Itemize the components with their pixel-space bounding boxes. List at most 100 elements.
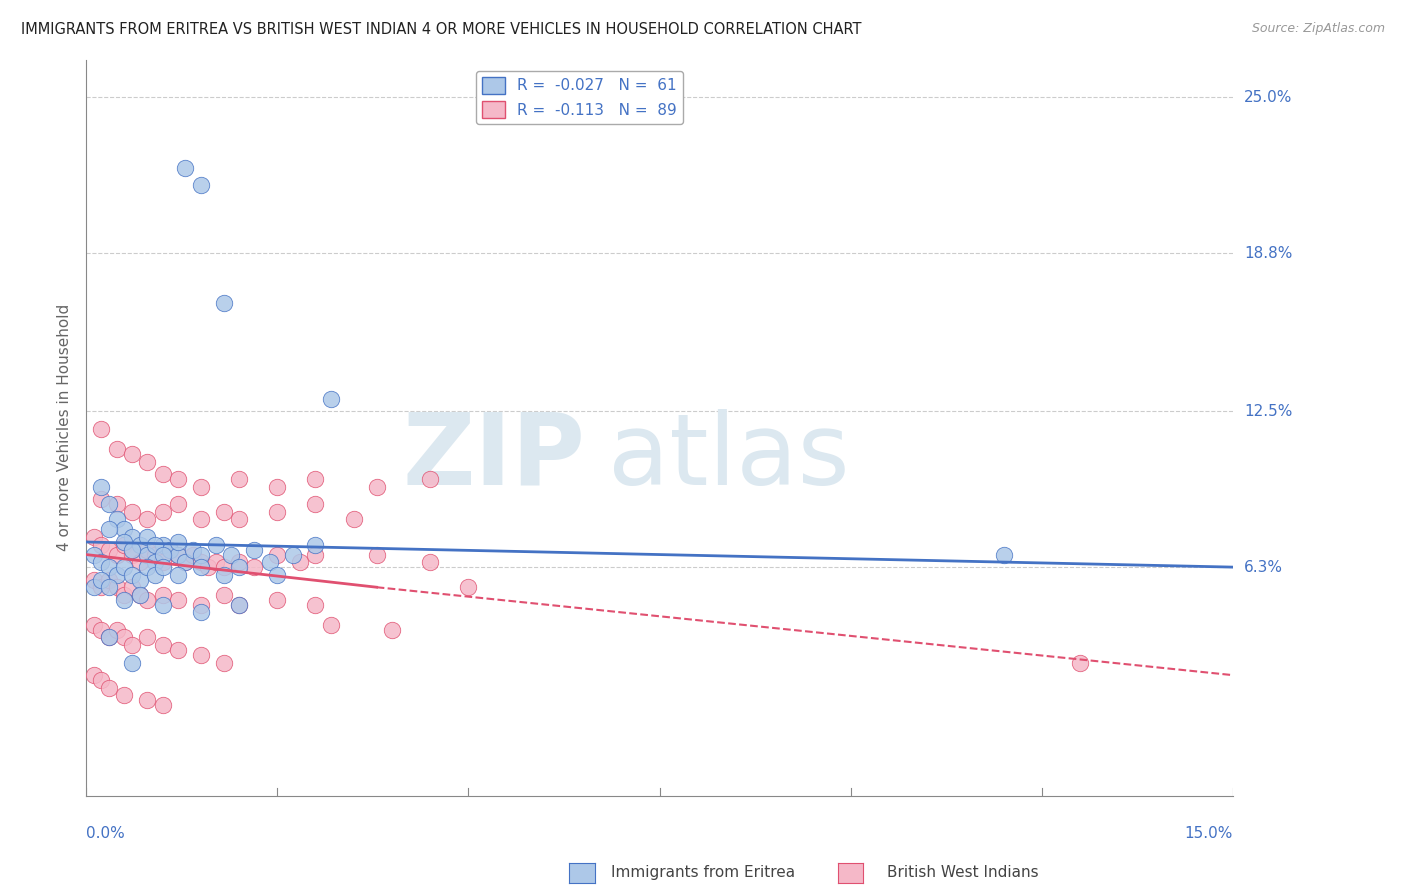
- Point: [98, 631, 121, 645]
- Point: [266, 505, 288, 519]
- Point: [228, 555, 250, 569]
- Point: [128, 573, 150, 587]
- Point: [121, 505, 143, 519]
- Point: [105, 567, 128, 582]
- Point: [1069, 656, 1091, 670]
- Point: [190, 648, 212, 662]
- Point: [190, 598, 212, 612]
- Legend: R =  -0.027   N =  61, R =  -0.113   N =  89: R = -0.027 N = 61, R = -0.113 N = 89: [475, 71, 683, 124]
- Point: [190, 560, 212, 574]
- Point: [190, 555, 212, 569]
- Point: [90, 422, 112, 436]
- Point: [105, 442, 128, 456]
- Y-axis label: 4 or more Vehicles in Household: 4 or more Vehicles in Household: [58, 304, 72, 551]
- Point: [152, 467, 174, 482]
- Point: [212, 560, 235, 574]
- Point: [90, 573, 112, 587]
- Point: [228, 560, 250, 574]
- Point: [197, 560, 219, 574]
- Point: [319, 392, 342, 406]
- Point: [112, 592, 135, 607]
- Point: [83, 668, 105, 682]
- Point: [98, 573, 121, 587]
- Point: [304, 598, 326, 612]
- Point: [83, 573, 105, 587]
- Point: [181, 548, 204, 562]
- Point: [136, 512, 159, 526]
- Text: 18.8%: 18.8%: [1244, 245, 1292, 260]
- Point: [143, 537, 166, 551]
- Point: [212, 567, 235, 582]
- Text: 15.0%: 15.0%: [1185, 826, 1233, 841]
- Point: [90, 673, 112, 688]
- Point: [121, 447, 143, 461]
- Point: [304, 537, 326, 551]
- Point: [166, 535, 188, 549]
- Point: [993, 548, 1015, 562]
- Point: [136, 631, 159, 645]
- Point: [98, 631, 121, 645]
- Point: [112, 631, 135, 645]
- Point: [159, 542, 181, 557]
- Point: [228, 472, 250, 486]
- Point: [105, 512, 128, 526]
- Point: [152, 588, 174, 602]
- Point: [128, 537, 150, 551]
- Point: [381, 623, 404, 637]
- Point: [128, 588, 150, 602]
- Point: [166, 548, 188, 562]
- Point: [152, 548, 174, 562]
- Point: [136, 693, 159, 707]
- Point: [212, 296, 235, 310]
- Text: Immigrants from Eritrea: Immigrants from Eritrea: [612, 865, 794, 880]
- Point: [98, 560, 121, 574]
- Text: ZIP: ZIP: [402, 409, 585, 506]
- Text: IMMIGRANTS FROM ERITREA VS BRITISH WEST INDIAN 4 OR MORE VEHICLES IN HOUSEHOLD C: IMMIGRANTS FROM ERITREA VS BRITISH WEST …: [21, 22, 862, 37]
- Point: [159, 542, 181, 557]
- Point: [212, 505, 235, 519]
- Point: [205, 537, 228, 551]
- Point: [121, 580, 143, 594]
- Point: [190, 178, 212, 193]
- Point: [190, 548, 212, 562]
- Point: [105, 548, 128, 562]
- Point: [228, 598, 250, 612]
- Point: [83, 548, 105, 562]
- Point: [343, 512, 366, 526]
- Point: [457, 580, 479, 594]
- Point: [121, 638, 143, 652]
- Point: [136, 542, 159, 557]
- Point: [266, 567, 288, 582]
- Point: [98, 681, 121, 695]
- Point: [304, 497, 326, 511]
- Point: [152, 560, 174, 574]
- Point: [98, 580, 121, 594]
- Point: [121, 548, 143, 562]
- Point: [266, 592, 288, 607]
- Point: [136, 548, 159, 562]
- Point: [152, 698, 174, 713]
- Point: [266, 480, 288, 494]
- Point: [419, 472, 441, 486]
- Point: [128, 588, 150, 602]
- Text: 25.0%: 25.0%: [1244, 90, 1292, 104]
- Point: [174, 555, 197, 569]
- Point: [205, 555, 228, 569]
- Point: [121, 542, 143, 557]
- Point: [112, 535, 135, 549]
- Point: [366, 548, 388, 562]
- Point: [243, 542, 266, 557]
- Point: [281, 548, 304, 562]
- Point: [136, 592, 159, 607]
- Point: [174, 555, 197, 569]
- Point: [90, 480, 112, 494]
- Point: [136, 454, 159, 468]
- Point: [90, 623, 112, 637]
- Point: [90, 580, 112, 594]
- Point: [304, 472, 326, 486]
- Point: [419, 555, 441, 569]
- Point: [166, 567, 188, 582]
- Point: [259, 555, 281, 569]
- Point: [190, 480, 212, 494]
- Point: [152, 598, 174, 612]
